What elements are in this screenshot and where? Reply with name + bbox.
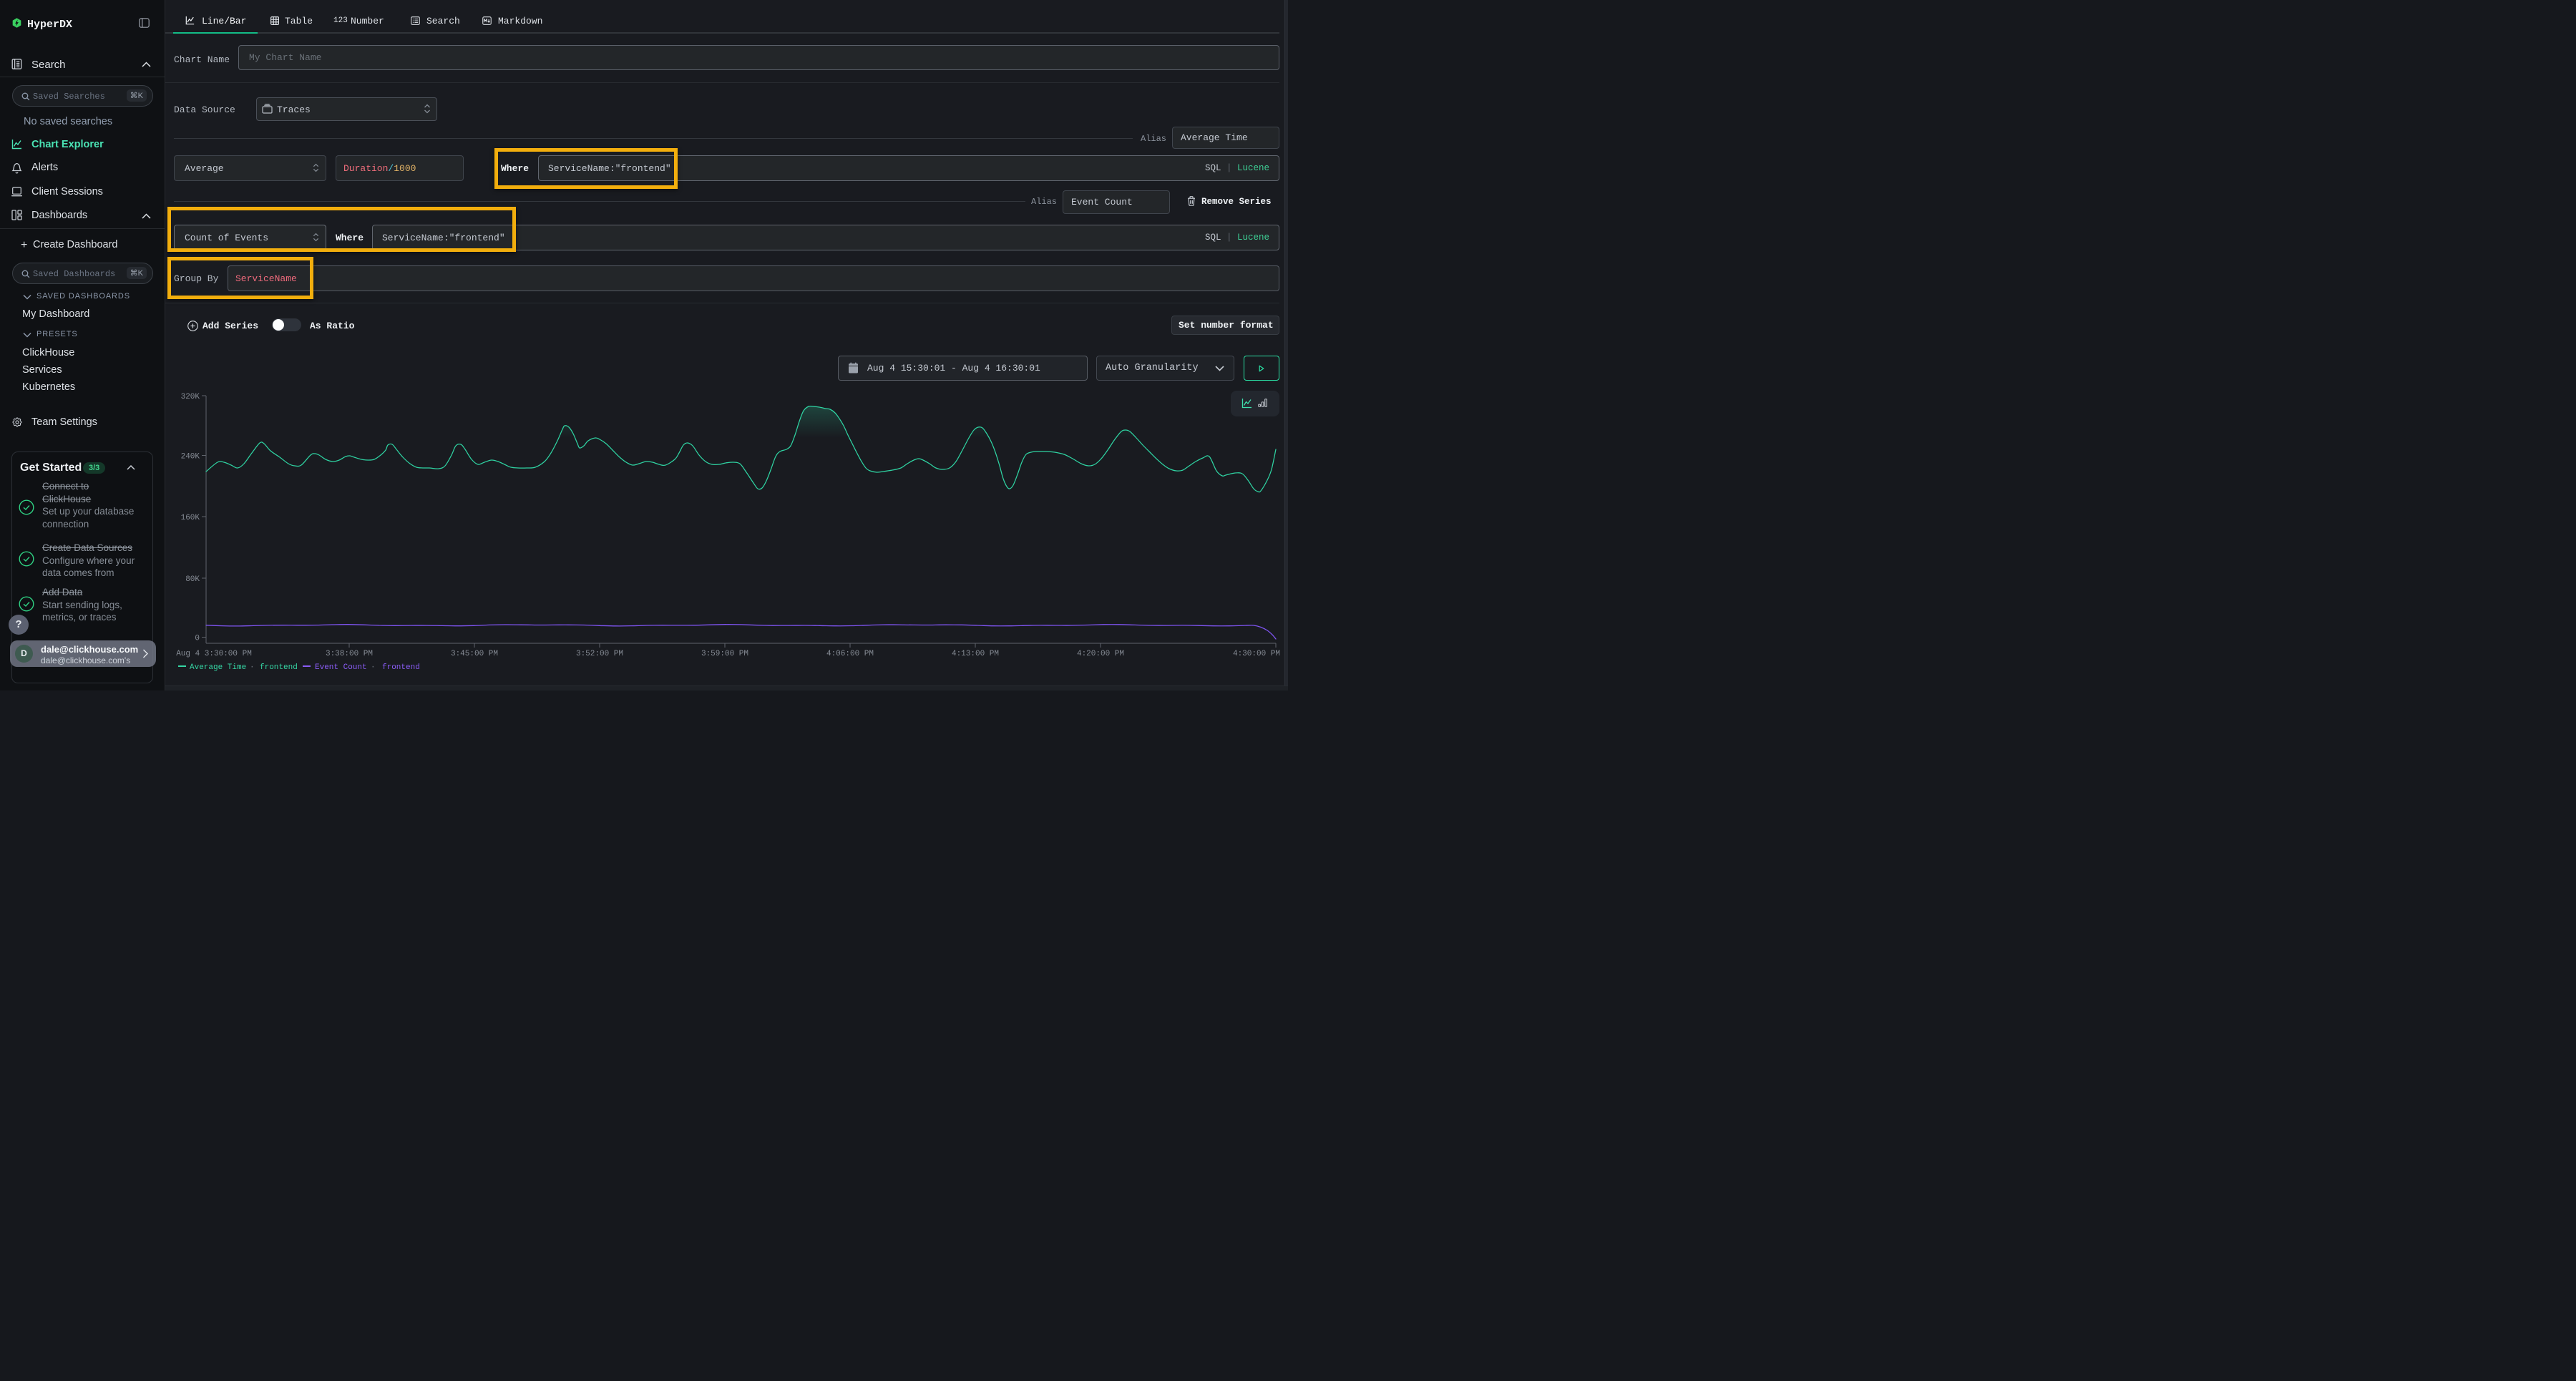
- svg-text:3:45:00 PM: 3:45:00 PM: [451, 650, 498, 658]
- svg-text:3:52:00 PM: 3:52:00 PM: [576, 650, 623, 658]
- svg-text:4:06:00 PM: 4:06:00 PM: [826, 650, 874, 658]
- svg-text:4:13:00 PM: 4:13:00 PM: [952, 650, 999, 658]
- svg-text:Aug 4 3:30:00 PM: Aug 4 3:30:00 PM: [176, 650, 252, 658]
- svg-text:4:20:00 PM: 4:20:00 PM: [1077, 650, 1124, 658]
- svg-text:0: 0: [195, 635, 200, 643]
- svg-text:320K: 320K: [181, 393, 200, 401]
- svg-text:160K: 160K: [181, 514, 200, 522]
- svg-text:·: ·: [250, 663, 255, 672]
- svg-text:frontend: frontend: [382, 663, 420, 672]
- svg-text:4:30:00 PM: 4:30:00 PM: [1233, 650, 1280, 658]
- svg-text:Event Count: Event Count: [315, 663, 367, 672]
- svg-text:3:59:00 PM: 3:59:00 PM: [701, 650, 748, 658]
- svg-text:Average Time: Average Time: [190, 663, 246, 672]
- svg-text:80K: 80K: [185, 575, 200, 584]
- svg-text:3:38:00 PM: 3:38:00 PM: [326, 650, 373, 658]
- svg-text:240K: 240K: [181, 453, 200, 462]
- svg-text:·: ·: [371, 663, 376, 672]
- svg-text:frontend: frontend: [260, 663, 298, 672]
